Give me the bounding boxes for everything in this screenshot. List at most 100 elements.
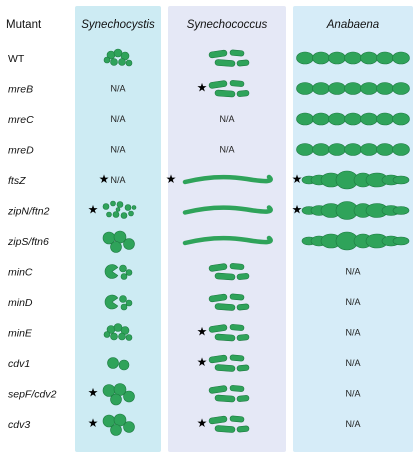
cell bbox=[110, 393, 122, 406]
star-marker: ★ bbox=[88, 386, 99, 400]
chain-cell bbox=[296, 51, 314, 65]
header-anabaena: Anabaena bbox=[326, 19, 379, 31]
phenotype-row: cdv1 ★ N/A bbox=[8, 354, 361, 372]
rod-cell bbox=[229, 80, 245, 87]
phenotype-row: minE ★ N/A bbox=[8, 323, 361, 342]
mutant-label: WT bbox=[8, 53, 25, 65]
chain-cell bbox=[312, 143, 330, 156]
cell bbox=[125, 269, 133, 276]
chain-cell bbox=[392, 51, 410, 65]
chain-cell bbox=[312, 112, 330, 126]
phenotype-row: ftsZ N/A★ ★ ★ bbox=[8, 170, 410, 190]
mutant-label: mreD bbox=[8, 145, 34, 157]
na-label: N/A bbox=[345, 419, 360, 429]
chain-cell bbox=[296, 82, 314, 95]
mutant-label: zipN/ftn2 bbox=[7, 206, 50, 218]
rod-cell bbox=[236, 334, 250, 341]
na-label: N/A bbox=[345, 267, 360, 277]
swollen-cell bbox=[392, 206, 410, 215]
phenotype-row: mreD N/A N/A bbox=[8, 143, 410, 157]
swollen-cell bbox=[392, 175, 410, 185]
na-label: N/A bbox=[345, 297, 360, 307]
rod-cell bbox=[214, 303, 236, 311]
rod-cell bbox=[208, 324, 228, 333]
cell bbox=[110, 58, 118, 66]
mutant-label: cdv1 bbox=[8, 358, 30, 370]
chain-cell bbox=[344, 143, 362, 156]
na-label: N/A bbox=[219, 114, 234, 124]
rod-cell bbox=[229, 415, 245, 423]
na-label: N/A bbox=[110, 145, 125, 155]
cell bbox=[120, 303, 128, 311]
rod-cell bbox=[208, 415, 228, 425]
mutant-label: zipS/ftn6 bbox=[7, 236, 49, 248]
phenotype-row: zipS/ftn6 bbox=[7, 230, 410, 253]
rod-cell bbox=[214, 425, 236, 433]
rod-cell bbox=[214, 394, 236, 403]
chain-cell bbox=[360, 143, 378, 156]
star-marker: ★ bbox=[99, 172, 110, 186]
rod-cell bbox=[236, 303, 250, 311]
na-label: N/A bbox=[110, 175, 125, 185]
star-marker: ★ bbox=[197, 416, 208, 430]
mutant-label: minD bbox=[8, 297, 33, 309]
rod-cell bbox=[214, 272, 236, 281]
star-marker: ★ bbox=[166, 172, 177, 186]
cell bbox=[118, 58, 126, 66]
phenotype-row: sepF/cdv2 ★ N/A bbox=[8, 383, 361, 406]
mutant-label: mreB bbox=[8, 84, 33, 96]
mutant-label: minE bbox=[8, 328, 33, 340]
rod-cell bbox=[208, 293, 228, 303]
rod-cell bbox=[208, 49, 228, 59]
header-synechococcus: Synechococcus bbox=[187, 19, 268, 31]
chain-cell bbox=[392, 82, 410, 95]
star-marker: ★ bbox=[197, 325, 208, 339]
filament-cell bbox=[182, 174, 273, 185]
rod-cell bbox=[208, 80, 228, 89]
mutant-label: sepF/cdv2 bbox=[8, 389, 57, 401]
chain-cell bbox=[328, 143, 346, 156]
mutant-label: ftsZ bbox=[8, 175, 26, 187]
rod-cell bbox=[214, 333, 236, 342]
rod-cell bbox=[229, 385, 245, 392]
rod-cell bbox=[214, 59, 236, 67]
cell bbox=[110, 241, 122, 253]
cell bbox=[131, 205, 137, 210]
phenotype-row: minC N/A bbox=[8, 263, 361, 281]
pacman-cell bbox=[104, 264, 119, 279]
mutant-label: cdv3 bbox=[8, 419, 30, 431]
chain-cell bbox=[376, 51, 394, 65]
rod-cell bbox=[236, 59, 250, 67]
panel-synechococcus bbox=[168, 6, 286, 452]
star-marker: ★ bbox=[292, 203, 303, 217]
panel-anabaena bbox=[293, 6, 413, 452]
cell bbox=[103, 331, 111, 338]
na-label: N/A bbox=[345, 358, 360, 368]
filament-cell bbox=[182, 205, 273, 215]
cell bbox=[110, 332, 118, 341]
cell bbox=[106, 211, 112, 218]
pacman-cell bbox=[104, 294, 119, 310]
rod-cell bbox=[236, 395, 250, 402]
phenotype-row: zipN/ftn2 ★ ★ bbox=[7, 200, 410, 220]
star-marker: ★ bbox=[197, 355, 208, 369]
rod-cell bbox=[208, 385, 228, 394]
cell bbox=[102, 203, 110, 210]
cell bbox=[123, 238, 135, 250]
cell bbox=[107, 357, 119, 369]
na-label: N/A bbox=[110, 114, 125, 124]
phenotype-row: mreC N/A N/A bbox=[8, 112, 410, 126]
cell bbox=[118, 332, 126, 341]
chain-cell bbox=[360, 82, 378, 95]
header-mutant: Mutant bbox=[6, 19, 42, 31]
rod-cell bbox=[229, 49, 245, 57]
cell bbox=[112, 211, 120, 218]
rod-cell bbox=[229, 263, 245, 270]
phenotype-row: minD N/A bbox=[8, 293, 361, 311]
phenotype-row: mreB N/A ★ bbox=[8, 80, 410, 98]
na-label: N/A bbox=[219, 145, 234, 155]
chain-cell bbox=[392, 143, 410, 156]
rod-cell bbox=[236, 364, 250, 372]
